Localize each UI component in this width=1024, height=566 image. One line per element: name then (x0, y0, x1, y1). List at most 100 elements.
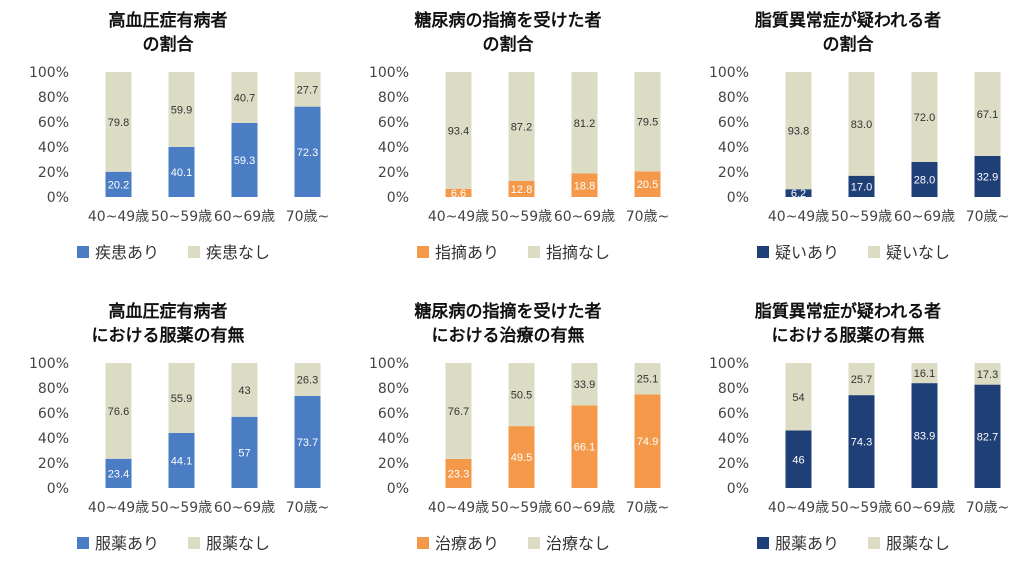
y-tick-label: 40% (38, 140, 69, 156)
bar-segment (571, 363, 598, 406)
legend-swatch (417, 246, 429, 258)
y-tick-label: 60% (718, 406, 749, 422)
category-label: 60~69歳 (554, 500, 615, 516)
data-label: 73.7 (297, 437, 318, 449)
category-label: 50~59歳 (491, 209, 552, 225)
bar-segment (294, 72, 321, 107)
bar-segment (848, 395, 875, 488)
data-label: 23.4 (108, 468, 129, 480)
legend-label: 疾患なし (206, 243, 270, 262)
category-label: 70歳~ (626, 209, 670, 225)
chart-title-line-1: 糖尿病の指摘を受けた者 (415, 10, 602, 31)
y-tick-label: 20% (378, 456, 409, 472)
data-label: 76.7 (448, 406, 469, 418)
bar-segment (571, 405, 598, 488)
legend-swatch (188, 246, 200, 258)
data-label: 74.9 (637, 436, 658, 448)
y-tick-label: 20% (378, 165, 409, 181)
legend-label: 疑いあり (775, 243, 839, 262)
data-label: 6.2 (791, 188, 806, 200)
legend-label: 服薬なし (886, 534, 950, 553)
bar-segment (911, 363, 938, 384)
y-tick-label: 100% (369, 356, 409, 372)
y-tick-label: 0% (387, 190, 409, 206)
data-label: 93.4 (448, 125, 469, 137)
y-tick-label: 80% (718, 381, 749, 397)
data-label: 83.0 (851, 119, 872, 131)
bar-segment (105, 72, 132, 172)
data-label: 81.2 (574, 118, 595, 130)
data-label: 59.3 (234, 155, 255, 167)
bar-segment (168, 72, 195, 147)
category-label: 70歳~ (966, 500, 1010, 516)
y-tick-label: 20% (718, 456, 749, 472)
category-label: 70歳~ (286, 209, 330, 225)
chart-title-line-1: 脂質異常症が疑われる者 (755, 301, 941, 322)
legend-label: 服薬あり (775, 534, 839, 553)
bar-segment (445, 458, 472, 488)
y-tick-label: 80% (718, 90, 749, 106)
y-tick-label: 0% (727, 190, 749, 206)
category-label: 40~49歳 (88, 209, 149, 225)
data-label: 20.2 (108, 179, 129, 191)
legend-label: 服薬なし (206, 534, 270, 553)
y-tick-label: 100% (709, 356, 749, 372)
category-label: 40~49歳 (768, 500, 829, 516)
bar-segment (571, 72, 598, 174)
bar-segment (445, 72, 472, 189)
data-label: 57 (238, 447, 250, 459)
data-label: 26.3 (297, 374, 318, 386)
data-label: 44.1 (171, 455, 192, 467)
y-tick-label: 60% (38, 406, 69, 422)
data-label: 93.8 (788, 126, 809, 138)
category-label: 60~69歳 (214, 209, 275, 225)
bar-segment (445, 188, 472, 197)
data-label: 76.6 (108, 406, 129, 418)
data-label: 20.5 (637, 179, 658, 191)
y-tick-label: 80% (378, 90, 409, 106)
legend-swatch (77, 246, 89, 258)
y-tick-label: 100% (369, 65, 409, 81)
bar-segment (848, 175, 875, 197)
bar-segment (294, 363, 321, 396)
category-label: 70歳~ (286, 500, 330, 516)
category-label: 60~69歳 (214, 500, 275, 516)
y-tick-label: 40% (38, 431, 69, 447)
y-tick-label: 20% (38, 165, 69, 181)
bar-segment (231, 72, 258, 123)
bar-segment (974, 363, 1001, 385)
data-label: 72.0 (914, 112, 935, 124)
data-label: 46 (792, 454, 804, 466)
bar-segment (508, 426, 535, 488)
y-tick-label: 60% (718, 115, 749, 131)
data-label: 27.7 (297, 84, 318, 96)
bar-segment (634, 171, 661, 197)
data-label: 43 (238, 385, 250, 397)
data-label: 74.3 (851, 437, 872, 449)
bar-segment (294, 106, 321, 197)
legend-swatch (757, 246, 769, 258)
data-label: 79.8 (108, 117, 129, 129)
bar-segment (294, 395, 321, 488)
y-tick-label: 100% (29, 65, 69, 81)
bar-segment (168, 432, 195, 488)
legend-swatch (757, 537, 769, 549)
data-label: 25.7 (851, 374, 872, 386)
data-label: 23.3 (448, 468, 469, 480)
bar-segment (974, 384, 1001, 488)
data-label: 33.9 (574, 379, 595, 391)
legend-label: 治療なし (546, 534, 610, 553)
bar-segment (785, 363, 812, 431)
chart-title-line-2: の割合 (143, 34, 195, 55)
legend-swatch (417, 537, 429, 549)
chart-title-line-2: における服薬の有無 (772, 325, 925, 346)
y-tick-label: 80% (38, 90, 69, 106)
y-tick-label: 40% (378, 140, 409, 156)
category-label: 60~69歳 (894, 209, 955, 225)
legend-swatch (868, 246, 880, 258)
